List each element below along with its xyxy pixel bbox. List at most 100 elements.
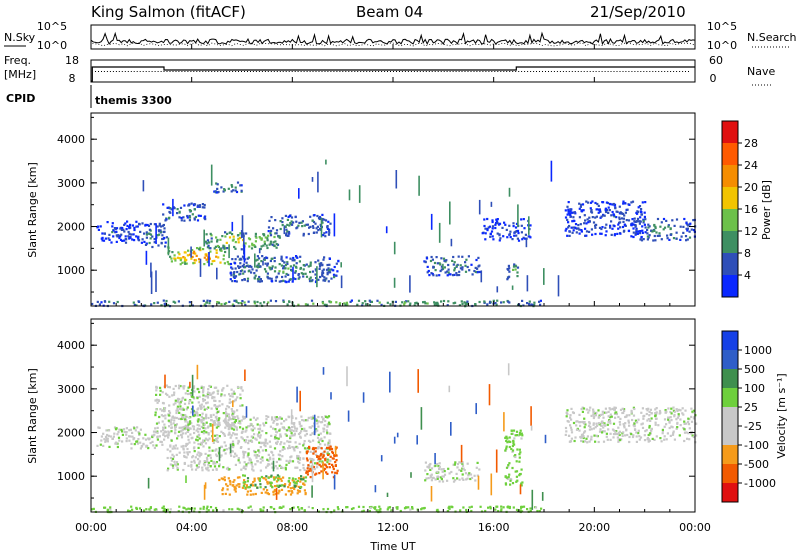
noise-left-tick-bottom: 10^0 <box>37 39 67 52</box>
heatmap-cell <box>291 446 294 449</box>
heatmap-cell <box>516 434 519 437</box>
nave-dot <box>407 71 409 72</box>
heatmap-cell <box>434 269 437 272</box>
heatmap-cell <box>292 506 295 509</box>
heatmap-cell <box>441 475 444 478</box>
heatmap-cell <box>285 459 288 462</box>
heatmap-cell <box>228 418 231 421</box>
heatmap-cell <box>512 222 515 225</box>
heatmap-cell <box>282 300 285 303</box>
nave-dot <box>530 71 532 72</box>
heatmap-cell <box>516 266 520 269</box>
heatmap-cell <box>207 416 210 420</box>
heatmap-cell <box>186 389 189 392</box>
heatmap-cell <box>584 423 587 426</box>
heatmap-cell <box>679 418 682 421</box>
heatmap-cell <box>442 299 446 303</box>
heatmap-cell <box>163 438 166 441</box>
heatmap-cell <box>567 201 570 204</box>
heatmap-cell <box>265 466 268 469</box>
heatmap-cell <box>453 269 456 272</box>
heatmap-cell <box>632 223 635 226</box>
heatmap-cell <box>632 406 635 409</box>
heatmap-cell <box>283 447 286 450</box>
heatmap-cell <box>578 228 581 231</box>
heatmap-streak <box>150 271 153 294</box>
heatmap-cell <box>587 411 590 414</box>
heatmap-cell <box>249 422 252 426</box>
heatmap-cell <box>332 467 335 471</box>
heatmap-cell <box>215 448 218 451</box>
nave-dot <box>354 71 356 72</box>
heatmap-cell <box>172 387 175 390</box>
heatmap-cell <box>191 436 194 439</box>
heatmap-cell <box>683 217 686 221</box>
station-title: King Salmon (fitACF) <box>91 3 246 21</box>
heatmap-cell <box>170 439 173 442</box>
heatmap-cell <box>276 474 279 477</box>
heatmap-cell <box>566 234 569 237</box>
heatmap-streak <box>292 266 294 282</box>
heatmap-cell <box>506 441 509 444</box>
heatmap-cell <box>690 407 693 410</box>
heatmap-cell <box>185 456 188 459</box>
heatmap-cell <box>153 446 156 450</box>
heatmap-cell <box>257 454 260 458</box>
heatmap-cell <box>102 239 106 242</box>
heatmap-cell <box>596 435 599 438</box>
heatmap-cell <box>254 245 257 248</box>
heatmap-cell <box>250 463 253 466</box>
heatmap-cell <box>231 422 234 425</box>
heatmap-cell <box>478 270 481 274</box>
heatmap-cell <box>185 443 188 446</box>
heatmap-cell <box>201 412 204 415</box>
heatmap-cell <box>458 461 461 464</box>
heatmap-cell <box>125 433 128 436</box>
heatmap-cell <box>259 424 262 427</box>
heatmap-cell <box>268 243 271 246</box>
heatmap-cell <box>178 216 181 219</box>
heatmap-cell <box>305 432 308 436</box>
heatmap-cell <box>323 467 327 470</box>
heatmap-cell <box>326 461 329 464</box>
nave-dot <box>676 71 678 72</box>
heatmap-cell <box>224 250 227 254</box>
heatmap-cell <box>669 434 672 437</box>
heatmap-cell <box>335 301 338 304</box>
heatmap-cell <box>303 483 306 486</box>
heatmap-cell <box>200 430 203 433</box>
heatmap-cell <box>279 220 282 223</box>
heatmap-cell <box>567 226 570 229</box>
heatmap-cell <box>105 429 108 432</box>
heatmap-cell <box>452 463 455 466</box>
heatmap-cell <box>323 232 326 235</box>
heatmap-cell <box>280 417 283 420</box>
nave-dot <box>482 71 484 72</box>
heatmap-cell <box>323 463 326 466</box>
heatmap-cell <box>130 442 133 445</box>
heatmap-cell <box>307 265 310 268</box>
heatmap-cell <box>190 394 193 397</box>
heatmap-cell <box>232 272 235 275</box>
heatmap-cell <box>455 272 458 275</box>
heatmap-cell <box>312 220 316 224</box>
heatmap-cell <box>323 443 327 446</box>
heatmap-cell <box>233 479 236 482</box>
heatmap-cell <box>235 190 239 194</box>
heatmap-cell <box>592 413 595 416</box>
colorbar-swatch <box>722 369 738 389</box>
heatmap-cell <box>653 223 656 227</box>
nave-dot <box>360 71 362 72</box>
heatmap-cell <box>177 300 180 303</box>
heatmap-cell <box>225 302 228 305</box>
heatmap-cell <box>104 440 107 443</box>
heatmap-streak <box>325 159 327 165</box>
heatmap-cell <box>595 434 598 437</box>
heatmap-cell <box>193 507 196 510</box>
heatmap-cell <box>466 302 469 305</box>
heatmap-cell <box>266 492 269 495</box>
heatmap-cell <box>236 234 240 237</box>
heatmap-cell <box>183 219 186 222</box>
heatmap-cell <box>185 424 188 427</box>
nave-dot <box>688 71 689 72</box>
